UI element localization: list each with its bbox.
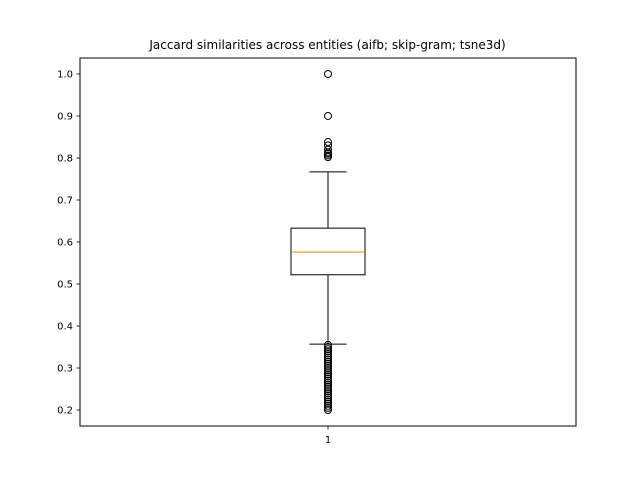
y-tick-label: 0.7 (57, 196, 73, 207)
outlier-point-low (324, 380, 332, 389)
y-tick-label: 0.2 (57, 406, 73, 417)
chart-title: Jaccard similarities across entities (ai… (148, 38, 505, 52)
outlier-point-low (324, 361, 332, 370)
outlier-point-low (324, 370, 332, 379)
outlier-point-low (324, 340, 332, 349)
outlier-point-low (324, 397, 332, 406)
outlier-point-low (324, 353, 332, 362)
outlier-point-low (324, 368, 332, 377)
outlier-point-low (324, 366, 332, 375)
outlier-point-low (324, 399, 332, 408)
outlier-point-high (324, 69, 332, 78)
y-tick-label: 0.4 (57, 322, 73, 333)
iqr-box (290, 227, 366, 276)
outlier-point-high (324, 141, 332, 150)
outlier-point-low (324, 382, 332, 391)
outlier-point-low (324, 395, 332, 404)
outlier-point-low (324, 355, 332, 364)
outlier-point-high (324, 111, 332, 120)
outlier-point-low (324, 374, 332, 383)
outlier-point-low (324, 401, 332, 410)
outlier-point-low (324, 347, 332, 356)
outlier-point-low (324, 372, 332, 381)
y-tick-label: 0.5 (57, 280, 73, 291)
outlier-point-low (324, 389, 332, 398)
outlier-point-high (324, 145, 332, 154)
y-tick-label: 0.8 (57, 154, 73, 165)
outlier-point-low (324, 349, 332, 358)
outlier-point-low (324, 376, 332, 385)
plot-frame (79, 57, 577, 427)
outlier-point-low (324, 345, 332, 354)
outlier-point-low (324, 378, 332, 387)
y-tick-label: 0.6 (57, 238, 73, 249)
outlier-point-low (324, 359, 332, 368)
x-tick-label: 1 (325, 435, 331, 446)
outlier-point-low (324, 357, 332, 366)
outlier-point-low (324, 351, 332, 360)
outlier-point-high (324, 138, 332, 147)
outlier-point-low (324, 391, 332, 400)
outlier-point-low (324, 393, 332, 402)
outlier-point-low (324, 403, 332, 412)
outlier-point-low (324, 343, 332, 352)
axis-ticks: 0.2 0.3 0.4 0.5 0.6 0.7 0.8 0.9 1.0 1 (57, 70, 331, 446)
y-tick-label: 0.9 (57, 112, 73, 123)
outlier-point-low (324, 387, 332, 396)
outlier-point-low (324, 406, 332, 415)
outlier-point-low (324, 385, 332, 394)
y-tick-label: 0.3 (57, 364, 73, 375)
outlier-point-low (324, 364, 332, 373)
plot-area (290, 69, 366, 415)
y-tick-label: 1.0 (57, 70, 73, 81)
